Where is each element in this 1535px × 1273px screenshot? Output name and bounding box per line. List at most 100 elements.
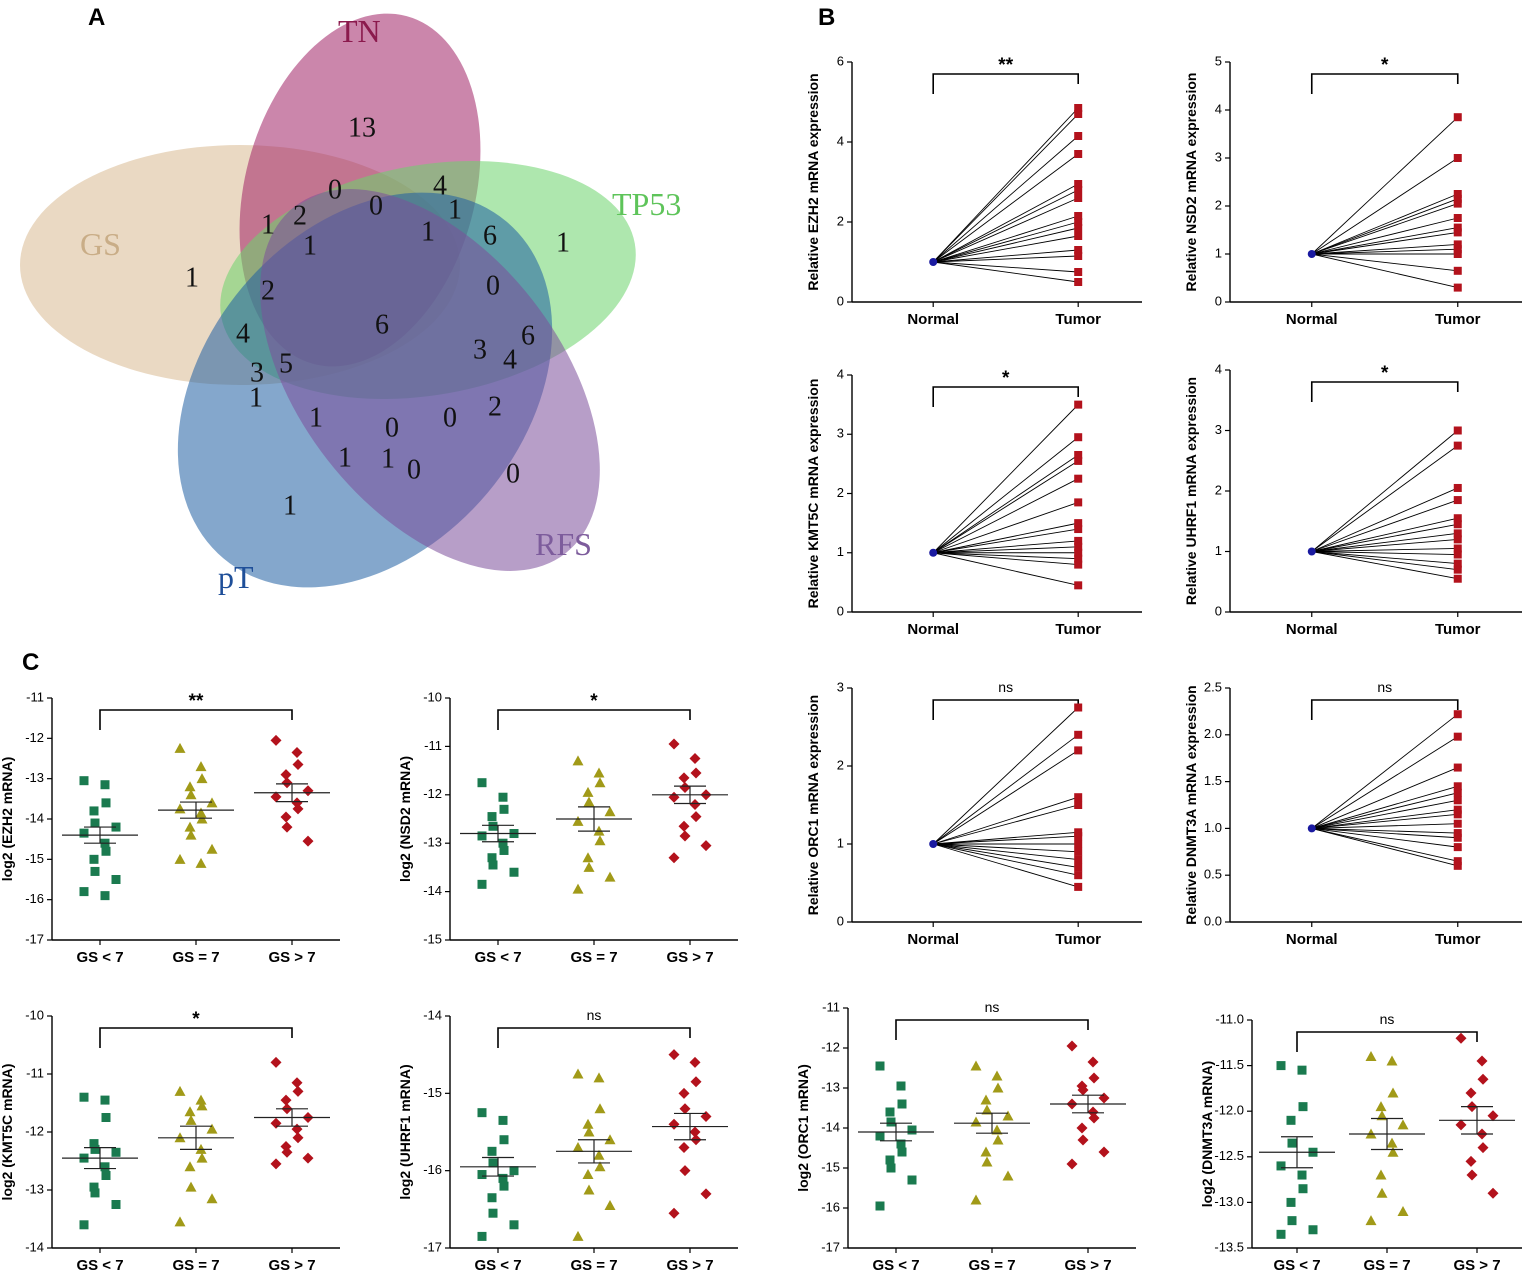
y-tick-label: 3 <box>837 679 844 694</box>
data-point <box>79 1092 89 1102</box>
pair-line <box>932 107 1079 263</box>
data-point <box>89 854 99 864</box>
data-point <box>1453 154 1462 162</box>
data-point <box>1074 560 1083 569</box>
data-point <box>174 1216 186 1227</box>
y-tick-label: -14 <box>25 810 44 825</box>
venn-count: 0 <box>506 458 520 489</box>
chart-4: 0 1 2 3 4 Normal Tumor Relative UHRF1 mRNA expr… <box>1183 361 1522 638</box>
data-point <box>280 811 292 823</box>
data-point <box>1453 574 1462 583</box>
data-point <box>929 258 938 266</box>
data-point <box>690 811 702 823</box>
pair-line <box>1311 253 1458 289</box>
data-point <box>1487 1187 1499 1199</box>
y-tick-label: 0 <box>1215 293 1222 308</box>
venn-count: 0 <box>369 190 383 221</box>
chart-6: 0.0 0.5 1.0 1.5 2.0 2.5 Normal Tumor Relative DN… <box>1183 679 1522 948</box>
data-point <box>1453 843 1462 852</box>
pair-line <box>1311 809 1458 829</box>
significance-label: ns <box>1380 1011 1395 1027</box>
data-point <box>1077 1084 1089 1096</box>
data-point <box>668 791 680 803</box>
data-point <box>678 820 690 832</box>
x-tick-label: GS > 7 <box>666 949 713 966</box>
y-axis-label: Relative KMT5C mRNA expression <box>805 379 821 609</box>
data-point <box>1453 535 1462 544</box>
x-tick-label: GS = 7 <box>1363 1257 1410 1273</box>
data-point <box>679 830 691 842</box>
data-point <box>1088 1112 1100 1124</box>
data-point <box>1365 1215 1377 1226</box>
data-point <box>499 845 509 855</box>
x-tick-label: GS < 7 <box>76 949 123 966</box>
pair-line <box>1311 827 1458 862</box>
data-point <box>184 1106 196 1117</box>
y-tick-label: -14 <box>25 1239 44 1254</box>
data-point <box>1074 746 1083 755</box>
data-point <box>90 866 100 876</box>
data-point <box>1074 400 1083 409</box>
chart-2: 0 1 2 3 4 5 Normal Tumor Relative NSD2 mRNA expr… <box>1183 53 1522 328</box>
data-point <box>477 1231 487 1241</box>
x-tick-label: GS = 7 <box>968 1257 1015 1273</box>
data-point <box>583 796 595 807</box>
data-point <box>1453 190 1462 198</box>
significance-label: ns <box>1377 679 1392 695</box>
data-point <box>488 1208 498 1218</box>
data-point <box>970 1116 982 1127</box>
significance-label: ** <box>998 55 1013 76</box>
data-point <box>1098 1092 1110 1104</box>
y-tick-label: -16 <box>423 1162 442 1177</box>
data-point <box>185 1181 197 1192</box>
data-point <box>1307 824 1316 833</box>
y-tick-label: -11.0 <box>1215 1011 1244 1026</box>
x-tick-label: Tumor <box>1435 931 1481 948</box>
pair-line <box>1311 157 1459 255</box>
pair-line <box>1311 231 1458 255</box>
data-point <box>1074 150 1083 158</box>
data-point <box>174 803 186 814</box>
data-point <box>477 879 487 889</box>
chart-7: -11 -12 -13 -14 -15 -16 -17 GS < 7 GS = 7 GS > 7 l… <box>0 689 340 966</box>
significance-bracket <box>1310 699 1459 720</box>
venn-count: 1 <box>381 443 395 474</box>
pair-line <box>933 540 1079 554</box>
x-tick-label: Normal <box>907 931 959 948</box>
data-point <box>604 871 616 882</box>
venn-count: 6 <box>375 309 389 340</box>
significance-bracket <box>895 1019 1089 1040</box>
pair-line <box>933 546 1079 554</box>
data-point <box>1298 1102 1308 1112</box>
pair-line <box>933 843 1079 861</box>
y-axis-label: Relative EZH2 mRNA expression <box>805 73 821 290</box>
y-tick-label: -13.5 <box>1214 1239 1244 1254</box>
data-point <box>1074 832 1083 841</box>
y-tick-label: 2 <box>1215 197 1222 212</box>
data-point <box>111 1200 121 1209</box>
data-point <box>1076 1122 1088 1134</box>
data-point <box>1074 268 1083 276</box>
data-point <box>1088 1072 1100 1084</box>
y-tick-label: -12 <box>821 1039 840 1054</box>
data-point <box>1477 1073 1489 1085</box>
data-point <box>678 1087 690 1099</box>
y-tick-label: 6 <box>837 53 844 68</box>
data-point <box>1074 456 1083 465</box>
data-point <box>700 1188 712 1200</box>
data-point <box>929 840 938 848</box>
data-point <box>1453 782 1462 791</box>
y-tick-label: 1 <box>837 544 844 559</box>
data-point <box>185 829 197 840</box>
data-point <box>572 1141 584 1152</box>
venn-count: 0 <box>443 402 457 433</box>
data-point <box>281 1146 293 1158</box>
data-point <box>970 1194 982 1205</box>
y-tick-label: 0.5 <box>1204 867 1222 882</box>
data-point <box>1307 547 1316 556</box>
data-point <box>1074 212 1083 220</box>
y-tick-label: -11 <box>26 689 44 704</box>
y-tick-label: 1 <box>837 835 844 850</box>
data-point <box>292 1085 304 1097</box>
